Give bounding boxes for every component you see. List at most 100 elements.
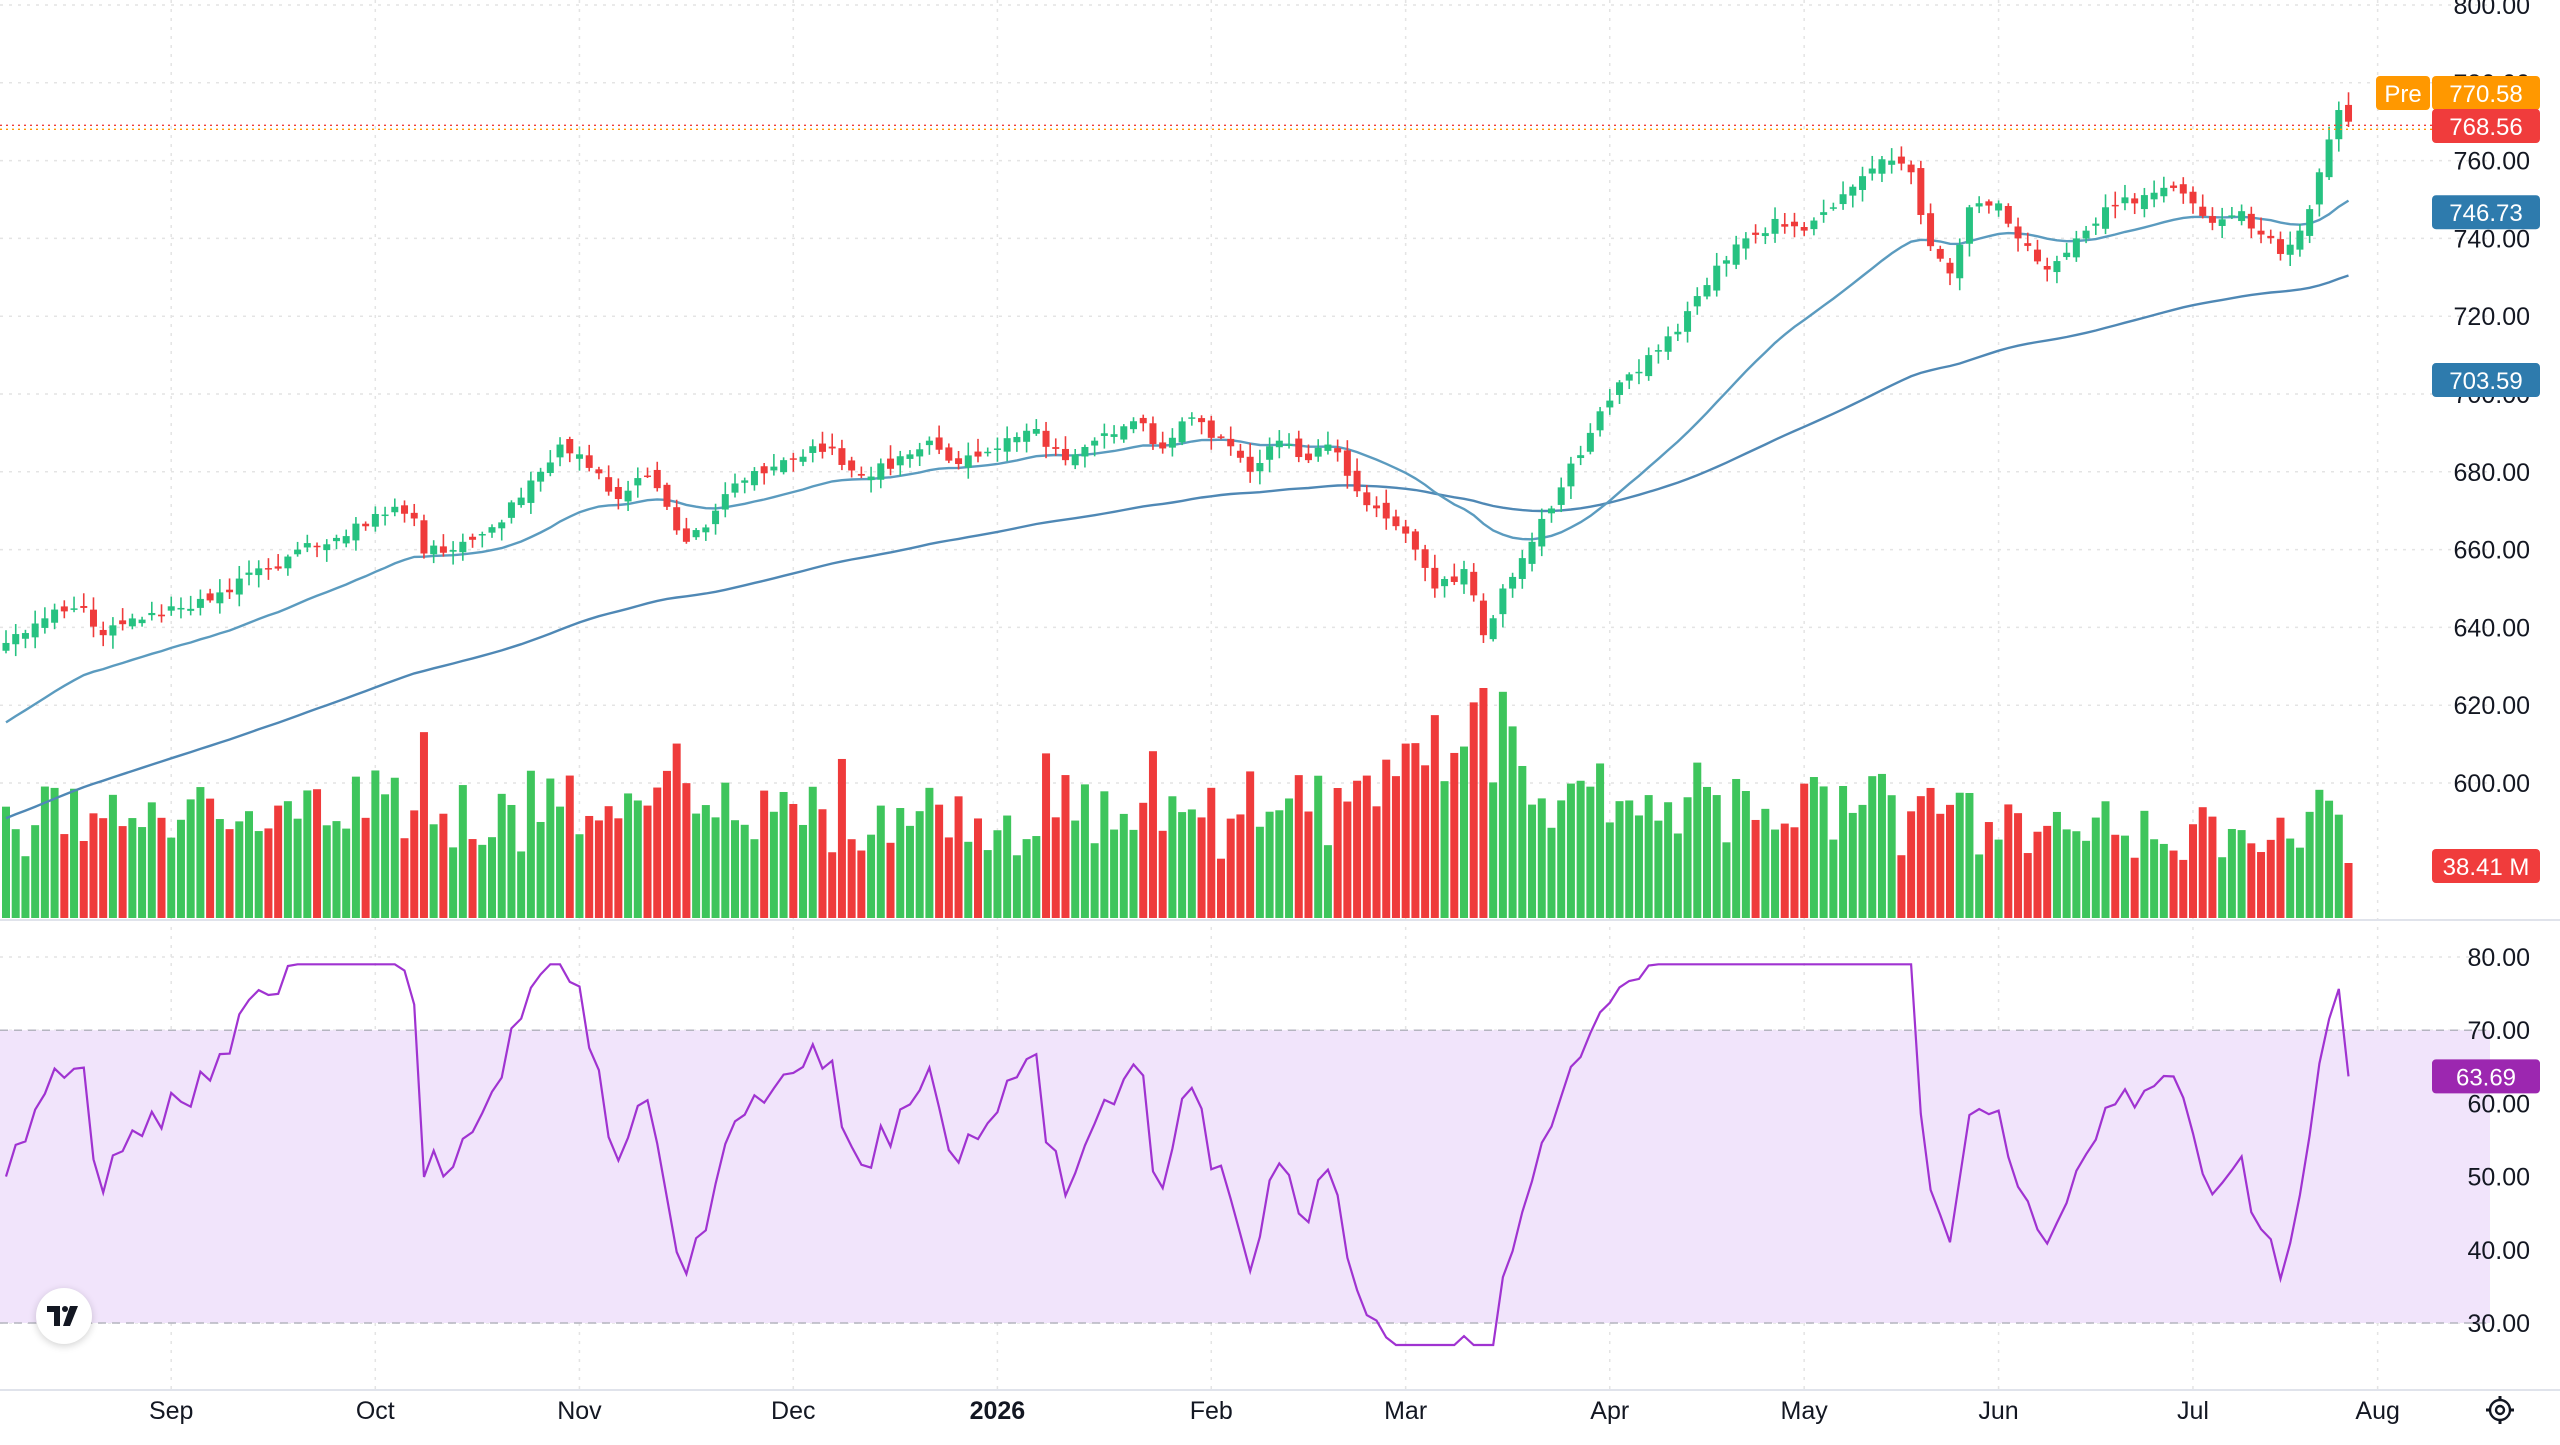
- volume-bar: [215, 819, 224, 918]
- volume-bar: [1197, 817, 1206, 918]
- candle-body: [1936, 248, 1944, 259]
- candle-body: [1956, 244, 1964, 279]
- volume-bar: [2159, 843, 2168, 918]
- volume-bar: [876, 805, 885, 918]
- volume-bar: [89, 813, 98, 918]
- candle-body: [2131, 198, 2139, 204]
- candle-body: [731, 483, 739, 493]
- volume-bar: [2295, 847, 2304, 918]
- volume-bar: [808, 786, 817, 918]
- rsi-band: [0, 1029, 2490, 1324]
- volume-bar: [1858, 804, 1867, 918]
- volume-bar: [1353, 780, 1362, 918]
- price-axis-tick-label: 680.00: [2454, 459, 2530, 487]
- candle-body: [449, 550, 457, 552]
- volume-bar: [1907, 811, 1916, 918]
- candle-body: [1742, 238, 1750, 249]
- candle-body: [1188, 417, 1196, 419]
- candle-body: [624, 490, 632, 502]
- volume-bar: [1100, 791, 1109, 918]
- volume-bar: [1217, 858, 1225, 918]
- candle-body: [721, 494, 729, 510]
- candle-body: [770, 466, 778, 471]
- ma-50-line: [5, 199, 2350, 724]
- candle-body: [799, 456, 807, 462]
- volume-bar: [1168, 796, 1177, 918]
- candle-body: [1120, 426, 1128, 440]
- volume-bar: [1178, 812, 1187, 918]
- volume-bar: [1528, 804, 1537, 918]
- rsi-axis-tick-label: 30.00: [2467, 1310, 2530, 1338]
- volume-badge-bg: [2432, 849, 2540, 883]
- volume-bar: [1965, 792, 1974, 918]
- candle-body: [1304, 453, 1312, 461]
- volume-bar: [2023, 853, 2032, 918]
- volume-bar: [974, 818, 982, 918]
- candle-body: [119, 620, 127, 625]
- volume-bar: [108, 794, 117, 918]
- time-axis-label: Jun: [1978, 1397, 2018, 1425]
- candle-body: [1295, 438, 1303, 458]
- volume-bar: [740, 824, 749, 918]
- volume-bar: [1586, 786, 1595, 918]
- volume-bar: [1644, 795, 1653, 918]
- candle-body: [634, 478, 642, 486]
- candle-body: [1441, 579, 1449, 587]
- candle-body: [1353, 470, 1361, 492]
- volume-bar: [1372, 806, 1381, 918]
- candle-body: [585, 455, 593, 468]
- volume-bar: [915, 811, 924, 918]
- candle-body: [2, 642, 10, 651]
- candle-body: [1256, 462, 1264, 472]
- volume-bar: [546, 778, 555, 918]
- candle-body: [2208, 216, 2216, 223]
- candle-body: [1538, 518, 1546, 547]
- volume-bar: [1207, 787, 1216, 918]
- volume-bar: [2130, 857, 2139, 918]
- candle-body: [138, 619, 146, 624]
- volume-bar: [886, 842, 895, 918]
- volume-bar: [2315, 789, 2324, 918]
- candle-body: [1081, 446, 1089, 457]
- volume-bar: [2257, 852, 2266, 918]
- volume-bar: [1664, 802, 1673, 918]
- volume-bar: [1946, 804, 1954, 918]
- candle-body: [556, 444, 564, 458]
- candle-body: [2121, 197, 2129, 204]
- volume-bar: [1343, 801, 1352, 918]
- candle-body: [887, 458, 895, 469]
- volume-bar: [1916, 796, 1925, 918]
- candle-body: [1625, 374, 1633, 381]
- candle-body: [789, 458, 797, 460]
- tradingview-logo-icon[interactable]: [36, 1288, 92, 1344]
- time-axis-label: Nov: [557, 1397, 602, 1425]
- volume-bar: [2276, 817, 2285, 918]
- volume-bar: [2179, 859, 2188, 918]
- volume-bar: [828, 852, 837, 918]
- rsi-badge-bg: [2432, 1059, 2540, 1094]
- candle-body: [1168, 437, 1176, 448]
- candle-body: [469, 536, 477, 540]
- candle-body: [1849, 186, 1857, 196]
- volume-bar: [1751, 819, 1760, 918]
- candle-body: [1023, 430, 1031, 442]
- candle-body: [702, 527, 710, 533]
- volume-bar: [31, 825, 40, 918]
- candle-body: [2063, 252, 2071, 258]
- volume-bar: [2043, 825, 2052, 918]
- candle-body: [89, 609, 97, 627]
- candle-body: [682, 528, 690, 542]
- volume-bar: [303, 790, 312, 918]
- volume-bar: [2091, 817, 2100, 918]
- volume-bar: [1596, 763, 1605, 918]
- volume-bar: [1566, 783, 1575, 918]
- candle-body: [1110, 434, 1118, 437]
- candle-body: [128, 618, 136, 627]
- candle-body: [2179, 184, 2187, 194]
- volume-bar: [1236, 814, 1245, 918]
- settings-gear-icon[interactable]: [2480, 1390, 2520, 1430]
- candle-body: [2189, 191, 2197, 204]
- candle-body: [857, 473, 865, 476]
